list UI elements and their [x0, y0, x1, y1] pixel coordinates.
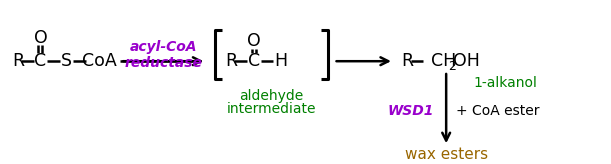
Text: R: R — [12, 52, 24, 70]
Text: + CoA ester: + CoA ester — [456, 103, 540, 118]
Text: S: S — [60, 52, 71, 70]
Text: reductase: reductase — [125, 56, 202, 70]
Text: H: H — [274, 52, 287, 70]
Text: 2: 2 — [448, 60, 456, 73]
Text: CoA: CoA — [82, 52, 117, 70]
Text: O: O — [34, 29, 47, 47]
Text: aldehyde: aldehyde — [240, 89, 304, 103]
Text: WSD1: WSD1 — [388, 103, 434, 118]
Text: 1-alkanol: 1-alkanol — [474, 76, 538, 90]
Text: O: O — [247, 32, 260, 51]
Text: wax esters: wax esters — [404, 147, 488, 163]
Text: C: C — [34, 52, 46, 70]
Text: OH: OH — [453, 52, 480, 70]
Text: R: R — [402, 52, 414, 70]
Text: CH: CH — [431, 52, 456, 70]
Text: R: R — [225, 52, 237, 70]
Text: C: C — [247, 52, 260, 70]
Text: acyl-CoA: acyl-CoA — [130, 40, 197, 54]
Text: intermediate: intermediate — [227, 102, 316, 116]
